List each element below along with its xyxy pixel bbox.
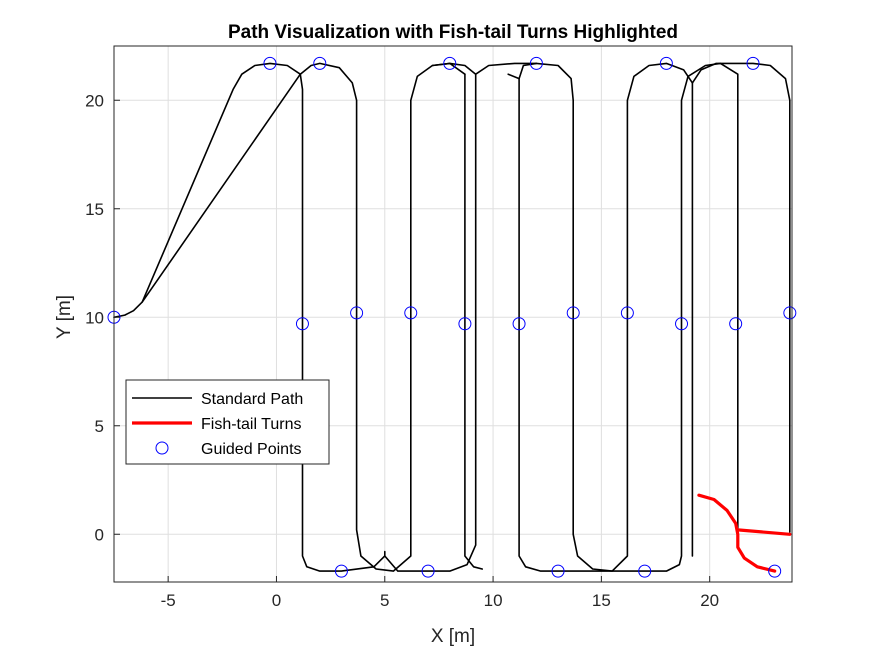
standard-path-line bbox=[464, 73, 484, 570]
guided-point bbox=[458, 317, 472, 331]
standard-path-line bbox=[518, 62, 739, 572]
guided-point bbox=[421, 564, 435, 578]
guided-point bbox=[729, 317, 743, 331]
guided-point bbox=[659, 56, 673, 70]
y-tick-label: 20 bbox=[85, 91, 104, 110]
axis-ticks: -5 0 5 10 15 20 0 5 10 15 20 bbox=[85, 91, 719, 610]
axes-frame bbox=[113, 45, 793, 583]
guided-point bbox=[551, 564, 565, 578]
legend-entry: Fish-tail Turns bbox=[201, 416, 301, 433]
standard-path-line bbox=[299, 62, 466, 572]
standard-path-line bbox=[691, 62, 791, 533]
guided-point bbox=[512, 317, 526, 331]
y-tick-label: 5 bbox=[95, 417, 104, 436]
legend: Standard Path Fish-tail Turns Guided Point… bbox=[125, 379, 330, 465]
legend-entry: Standard Path bbox=[201, 391, 303, 408]
guided-point bbox=[263, 56, 277, 70]
guided-point bbox=[746, 56, 760, 70]
x-tick-label: 20 bbox=[700, 591, 719, 610]
guided-point bbox=[313, 56, 327, 70]
guided-point bbox=[768, 564, 782, 578]
x-tick-label: 5 bbox=[380, 591, 389, 610]
legend-entry: Guided Points bbox=[201, 441, 302, 458]
x-tick-label: -5 bbox=[161, 591, 176, 610]
x-axis-label: X [m] bbox=[431, 626, 475, 647]
plot-area bbox=[114, 46, 792, 582]
chart-title: Path Visualization with Fish-tail Turns … bbox=[228, 22, 678, 43]
x-tick-label: 10 bbox=[484, 591, 503, 610]
y-tick-label: 10 bbox=[85, 308, 104, 327]
guided-point bbox=[638, 564, 652, 578]
standard-path-line bbox=[141, 73, 302, 303]
guided-points-markers bbox=[107, 56, 797, 578]
guided-point bbox=[675, 317, 689, 331]
guided-point bbox=[334, 564, 348, 578]
x-tick-label: 15 bbox=[592, 591, 611, 610]
guided-point bbox=[443, 56, 457, 70]
fishtail-turn-line bbox=[697, 493, 777, 573]
guided-point bbox=[295, 317, 309, 331]
guided-point bbox=[783, 306, 797, 320]
y-tick-label: 0 bbox=[95, 525, 104, 544]
guided-point bbox=[620, 306, 634, 320]
x-tick-label: 0 bbox=[272, 591, 281, 610]
guided-point bbox=[404, 306, 418, 320]
fishtail-turn-line bbox=[736, 528, 792, 536]
standard-path-line bbox=[113, 62, 386, 572]
standard-path-line bbox=[518, 62, 538, 80]
plot-lines bbox=[113, 62, 792, 573]
y-axis-label: Y [m] bbox=[54, 295, 75, 339]
y-tick-label: 15 bbox=[85, 200, 104, 219]
standard-path-line bbox=[507, 73, 520, 80]
guided-point bbox=[350, 306, 364, 320]
guided-point bbox=[529, 56, 543, 70]
legend-swatch bbox=[155, 441, 169, 455]
standard-path-line bbox=[383, 62, 477, 572]
guided-point bbox=[566, 306, 580, 320]
